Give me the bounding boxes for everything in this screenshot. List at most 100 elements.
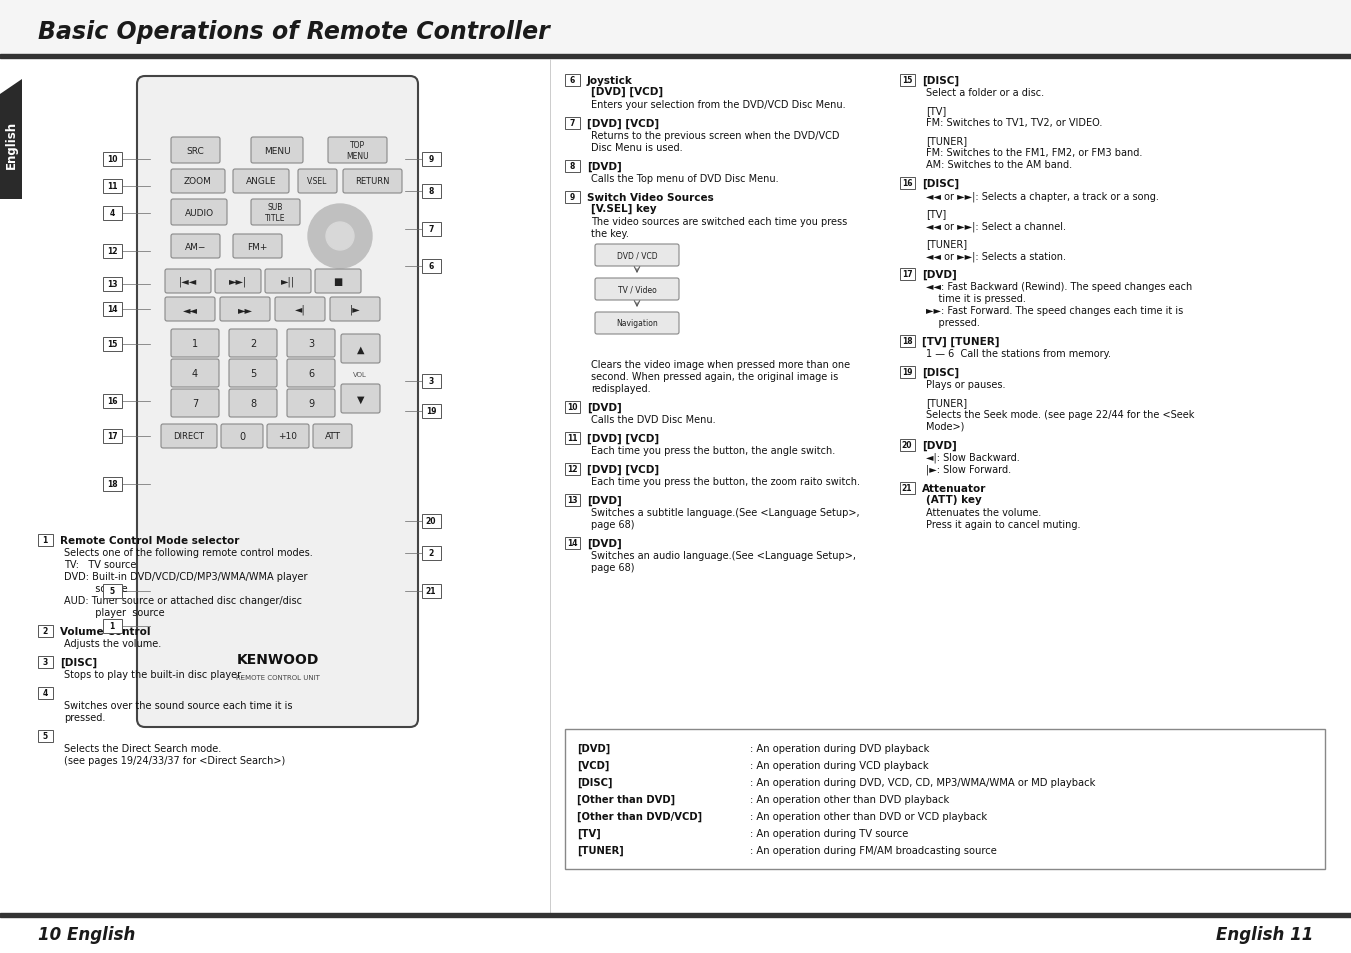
Text: 6: 6 bbox=[569, 76, 574, 85]
Text: [DISC]: [DISC] bbox=[921, 179, 959, 189]
Text: AUD: Tuner source or attached disc changer/disc: AUD: Tuner source or attached disc chang… bbox=[63, 596, 303, 605]
Text: ◄◄: Fast Backward (Rewind). The speed changes each: ◄◄: Fast Backward (Rewind). The speed ch… bbox=[925, 282, 1192, 292]
FancyBboxPatch shape bbox=[286, 359, 335, 388]
FancyBboxPatch shape bbox=[422, 152, 440, 167]
FancyBboxPatch shape bbox=[900, 268, 915, 280]
FancyBboxPatch shape bbox=[161, 424, 218, 449]
Text: Selects the Direct Search mode.: Selects the Direct Search mode. bbox=[63, 743, 222, 753]
Text: Selects the Seek mode. (see page 22/44 for the <Seek: Selects the Seek mode. (see page 22/44 f… bbox=[925, 410, 1194, 419]
Text: : An operation during TV source: : An operation during TV source bbox=[750, 828, 908, 838]
FancyBboxPatch shape bbox=[251, 200, 300, 226]
Text: player  source: player source bbox=[63, 607, 165, 618]
Text: [DISC]: [DISC] bbox=[577, 778, 612, 787]
Text: ◄|: ◄| bbox=[295, 304, 305, 314]
Text: English: English bbox=[4, 121, 18, 169]
FancyBboxPatch shape bbox=[172, 234, 220, 258]
Text: [DVD]: [DVD] bbox=[921, 270, 957, 280]
FancyBboxPatch shape bbox=[103, 152, 122, 167]
Text: (see pages 19/24/33/37 for <Direct Search>): (see pages 19/24/33/37 for <Direct Searc… bbox=[63, 755, 285, 765]
Text: 9: 9 bbox=[569, 193, 574, 202]
Text: [DVD] [VCD]: [DVD] [VCD] bbox=[586, 464, 659, 475]
FancyBboxPatch shape bbox=[103, 618, 122, 633]
Text: English 11: English 11 bbox=[1216, 925, 1313, 943]
Text: 16: 16 bbox=[107, 396, 118, 406]
Text: 5: 5 bbox=[109, 586, 115, 596]
Text: 12: 12 bbox=[567, 464, 577, 474]
FancyBboxPatch shape bbox=[222, 424, 263, 449]
Text: 19: 19 bbox=[426, 407, 436, 416]
Text: Each time you press the button, the angle switch.: Each time you press the button, the angl… bbox=[590, 446, 835, 456]
Text: Mode>): Mode>) bbox=[925, 421, 965, 432]
Text: 10: 10 bbox=[107, 154, 118, 164]
FancyBboxPatch shape bbox=[422, 404, 440, 418]
FancyBboxPatch shape bbox=[900, 366, 915, 378]
FancyBboxPatch shape bbox=[594, 245, 680, 267]
Text: : An operation during VCD playback: : An operation during VCD playback bbox=[750, 760, 928, 770]
Text: |►: |► bbox=[350, 304, 361, 314]
Text: TV / Video: TV / Video bbox=[617, 285, 657, 294]
Text: source: source bbox=[63, 583, 127, 594]
Text: AM: Switches to the AM band.: AM: Switches to the AM band. bbox=[925, 160, 1073, 170]
Text: Switches an audio language.(See <Language Setup>,: Switches an audio language.(See <Languag… bbox=[590, 551, 857, 560]
FancyBboxPatch shape bbox=[565, 192, 580, 203]
FancyBboxPatch shape bbox=[103, 395, 122, 408]
FancyBboxPatch shape bbox=[340, 335, 380, 364]
Text: 8: 8 bbox=[569, 162, 574, 171]
Text: time it is pressed.: time it is pressed. bbox=[925, 294, 1025, 304]
Text: 7: 7 bbox=[569, 119, 574, 128]
Text: ◄◄ or ►►|: Selects a station.: ◄◄ or ►►|: Selects a station. bbox=[925, 251, 1066, 261]
FancyBboxPatch shape bbox=[265, 270, 311, 294]
Text: 9: 9 bbox=[428, 154, 434, 164]
Text: AUDIO: AUDIO bbox=[185, 209, 213, 217]
Text: DVD / VCD: DVD / VCD bbox=[616, 252, 658, 260]
FancyBboxPatch shape bbox=[103, 337, 122, 351]
Text: MENU: MENU bbox=[263, 147, 290, 155]
FancyBboxPatch shape bbox=[172, 390, 219, 417]
Text: redisplayed.: redisplayed. bbox=[590, 384, 651, 394]
Text: the key.: the key. bbox=[590, 229, 628, 239]
Text: 1: 1 bbox=[192, 338, 199, 349]
Text: 5: 5 bbox=[42, 731, 47, 740]
FancyBboxPatch shape bbox=[230, 359, 277, 388]
FancyBboxPatch shape bbox=[594, 313, 680, 335]
Text: [TUNER]: [TUNER] bbox=[925, 136, 967, 146]
FancyBboxPatch shape bbox=[103, 244, 122, 258]
Text: |►: Slow Forward.: |►: Slow Forward. bbox=[925, 464, 1011, 475]
Text: VOL: VOL bbox=[353, 372, 367, 377]
FancyBboxPatch shape bbox=[103, 277, 122, 292]
FancyBboxPatch shape bbox=[103, 584, 122, 598]
Bar bbox=[0, 913, 1351, 917]
Text: 2: 2 bbox=[250, 338, 257, 349]
FancyBboxPatch shape bbox=[565, 537, 580, 549]
Text: 16: 16 bbox=[901, 179, 912, 188]
Text: Select a folder or a disc.: Select a folder or a disc. bbox=[925, 88, 1044, 98]
Text: Attenuator: Attenuator bbox=[921, 483, 986, 494]
Text: 4: 4 bbox=[109, 209, 115, 218]
Text: SUB
TITLE: SUB TITLE bbox=[265, 203, 286, 222]
Text: Switches over the sound source each time it is: Switches over the sound source each time… bbox=[63, 700, 293, 710]
Text: Joystick: Joystick bbox=[586, 76, 632, 86]
Text: [Other than DVD]: [Other than DVD] bbox=[577, 794, 676, 804]
Text: +10: +10 bbox=[278, 432, 297, 441]
Text: [DVD]: [DVD] bbox=[921, 440, 957, 451]
Text: TV:   TV source: TV: TV source bbox=[63, 559, 136, 569]
Bar bbox=[0, 917, 1351, 953]
Text: Switches a subtitle language.(See <Language Setup>,: Switches a subtitle language.(See <Langu… bbox=[590, 507, 859, 517]
FancyBboxPatch shape bbox=[172, 200, 227, 226]
FancyBboxPatch shape bbox=[172, 170, 226, 193]
FancyBboxPatch shape bbox=[340, 385, 380, 414]
Text: 3: 3 bbox=[42, 658, 47, 666]
FancyBboxPatch shape bbox=[565, 74, 580, 87]
Text: [DVD]: [DVD] bbox=[577, 743, 611, 754]
Text: [DVD] [VCD]: [DVD] [VCD] bbox=[586, 119, 659, 129]
Text: 21: 21 bbox=[901, 483, 912, 493]
Text: [TV] [TUNER]: [TV] [TUNER] bbox=[921, 336, 1000, 347]
Circle shape bbox=[308, 205, 372, 269]
Text: ►►|: ►►| bbox=[228, 276, 247, 287]
Text: 4: 4 bbox=[192, 369, 199, 378]
Text: ◄|: Slow Backward.: ◄|: Slow Backward. bbox=[925, 453, 1020, 463]
FancyBboxPatch shape bbox=[565, 160, 580, 172]
Text: [TV]: [TV] bbox=[577, 828, 601, 839]
Text: 20: 20 bbox=[426, 517, 436, 525]
Text: [TUNER]: [TUNER] bbox=[925, 397, 967, 408]
